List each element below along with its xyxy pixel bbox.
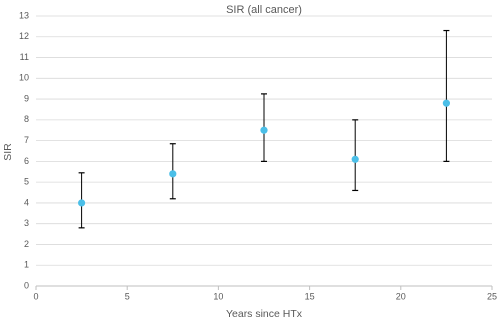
y-tick-label: 9 xyxy=(24,93,29,103)
point xyxy=(260,126,268,134)
point xyxy=(78,199,86,207)
y-tick-label: 12 xyxy=(19,31,29,41)
chart-title: SIR (all cancer) xyxy=(226,4,302,16)
x-axis-title: Years since HTx xyxy=(226,308,303,320)
point xyxy=(442,99,450,107)
y-tick-label: 10 xyxy=(19,73,29,83)
y-tick-label: 7 xyxy=(24,135,29,145)
y-tick-label: 5 xyxy=(24,177,29,187)
y-tick-label: 11 xyxy=(20,52,29,62)
point xyxy=(169,170,177,178)
y-tick-label: 2 xyxy=(24,239,29,249)
x-tick-label: 10 xyxy=(213,291,223,301)
y-tick-label: 0 xyxy=(24,280,29,290)
y-axis-title: SIR xyxy=(2,143,14,161)
y-tick-label: 8 xyxy=(24,114,29,124)
y-tick-label: 6 xyxy=(24,156,29,166)
x-tick-label: 15 xyxy=(305,291,315,301)
point xyxy=(351,155,359,163)
x-tick-label: 5 xyxy=(125,291,130,301)
x-tick-label: 25 xyxy=(487,291,497,301)
x-tick-label: 20 xyxy=(396,291,406,301)
y-tick-label: 3 xyxy=(24,218,29,228)
y-tick-label: 13 xyxy=(19,10,29,20)
y-tick-label: 1 xyxy=(24,260,29,270)
x-tick-label: 0 xyxy=(33,291,38,301)
y-tick-label: 4 xyxy=(24,197,29,207)
